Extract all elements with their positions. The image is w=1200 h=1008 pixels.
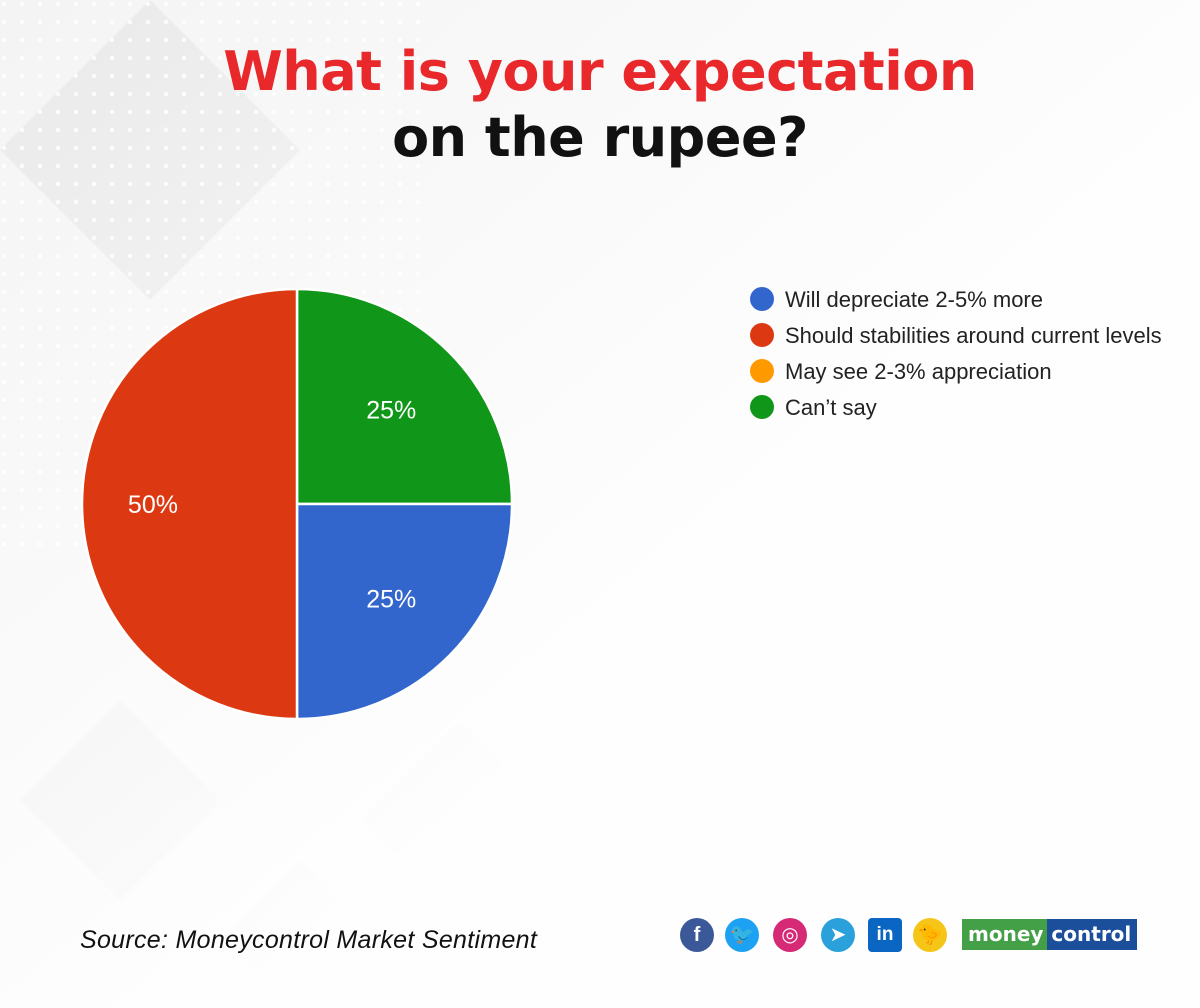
twitter-icon[interactable]: 🐦 — [725, 918, 759, 952]
pie-slice-0 — [295, 502, 514, 721]
legend-item: Can’t say — [750, 392, 1170, 423]
moneycontrol-logo: money control — [962, 919, 1138, 950]
logo-text-part-1: money — [962, 919, 1048, 950]
pie-slice-3 — [295, 287, 514, 506]
legend-item: Should stabilities around current levels — [750, 320, 1170, 351]
legend-item: May see 2-3% appreciation — [750, 356, 1170, 387]
legend-swatch — [750, 395, 774, 419]
pie-label-0: 25% — [366, 585, 416, 613]
pie-label-3: 25% — [366, 397, 416, 425]
logo-text-part-2: control — [1047, 919, 1138, 950]
koo-icon[interactable]: 🐤 — [913, 918, 947, 952]
pie-slice-1 — [80, 287, 299, 721]
pie-label-1: 50% — [128, 491, 178, 519]
legend-label: Will depreciate 2-5% more — [785, 287, 1043, 312]
legend-item: Will depreciate 2-5% more — [750, 284, 1170, 315]
linkedin-icon[interactable]: in — [868, 918, 902, 952]
legend-swatch — [750, 287, 774, 311]
facebook-icon[interactable]: f — [680, 918, 714, 952]
legend-label: Can’t say — [785, 395, 877, 420]
chart-title-line-2: on the rupee? — [392, 106, 808, 169]
instagram-icon[interactable]: ◎ — [773, 918, 807, 952]
chart-title-line-1: What is your expectation — [223, 40, 977, 103]
legend-swatch — [750, 323, 774, 347]
telegram-icon[interactable]: ➤ — [821, 918, 855, 952]
chart-legend: Will depreciate 2-5% more Should stabilit… — [750, 284, 1170, 428]
legend-label: Should stabilities around current levels — [785, 323, 1162, 348]
legend-swatch — [750, 359, 774, 383]
legend-label: May see 2-3% appreciation — [785, 359, 1052, 384]
source-note: Source: Moneycontrol Market Sentiment — [80, 926, 538, 954]
